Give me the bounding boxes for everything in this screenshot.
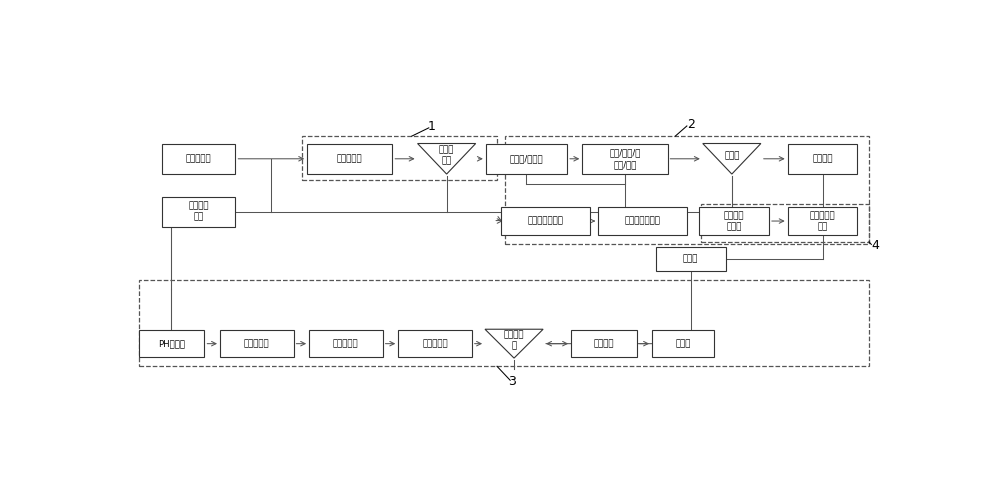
Text: 生化污泥
浓缩池: 生化污泥 浓缩池 xyxy=(724,211,744,231)
FancyBboxPatch shape xyxy=(598,207,687,235)
Text: 第二污泥压
滤机: 第二污泥压 滤机 xyxy=(810,211,835,231)
Text: 滤布滤池: 滤布滤池 xyxy=(594,339,614,348)
Text: 含氟废水池: 含氟废水池 xyxy=(186,154,211,163)
Text: 4: 4 xyxy=(871,239,879,252)
Text: 末端沉淀
池: 末端沉淀 池 xyxy=(504,330,524,350)
Text: PH调节池: PH调节池 xyxy=(158,339,185,348)
FancyBboxPatch shape xyxy=(788,144,857,174)
Text: 末端反应池: 末端反应池 xyxy=(422,339,448,348)
Text: 2: 2 xyxy=(687,118,695,131)
FancyBboxPatch shape xyxy=(220,330,294,357)
Text: 1: 1 xyxy=(427,120,435,133)
Text: 脱氮滤池: 脱氮滤池 xyxy=(812,154,833,163)
Text: 第一污泥压滤机: 第一污泥压滤机 xyxy=(625,217,661,225)
FancyBboxPatch shape xyxy=(501,207,590,235)
FancyBboxPatch shape xyxy=(788,207,857,235)
Polygon shape xyxy=(418,144,476,174)
FancyBboxPatch shape xyxy=(486,144,567,174)
Text: 物化污泥浓缩池: 物化污泥浓缩池 xyxy=(528,217,564,225)
Text: 事故池: 事故池 xyxy=(683,254,698,263)
FancyBboxPatch shape xyxy=(162,196,235,227)
Text: 预缺氧/缺氧池: 预缺氧/缺氧池 xyxy=(510,154,543,163)
Text: 芬顿反应池: 芬顿反应池 xyxy=(244,339,270,348)
Text: 二沉池: 二沉池 xyxy=(724,151,740,160)
FancyBboxPatch shape xyxy=(307,144,392,174)
FancyBboxPatch shape xyxy=(582,144,668,174)
FancyBboxPatch shape xyxy=(656,246,726,271)
Text: 除氟沉
淀池: 除氟沉 淀池 xyxy=(439,146,454,166)
Text: 芬顿脱气池: 芬顿脱气池 xyxy=(333,339,359,348)
Text: 除氟反应池: 除氟反应池 xyxy=(337,154,363,163)
Polygon shape xyxy=(485,329,543,358)
FancyBboxPatch shape xyxy=(652,330,714,357)
FancyBboxPatch shape xyxy=(139,330,204,357)
Text: 好氧/消氧/后
缺氧/好氧: 好氧/消氧/后 缺氧/好氧 xyxy=(609,149,641,169)
FancyBboxPatch shape xyxy=(309,330,383,357)
Text: 3: 3 xyxy=(509,375,516,388)
Text: 消毒池: 消毒池 xyxy=(675,339,691,348)
FancyBboxPatch shape xyxy=(571,330,637,357)
Polygon shape xyxy=(703,144,761,174)
FancyBboxPatch shape xyxy=(398,330,472,357)
FancyBboxPatch shape xyxy=(162,144,235,174)
FancyBboxPatch shape xyxy=(699,207,769,235)
Text: 非含氟废
水池: 非含氟废 水池 xyxy=(188,201,209,221)
